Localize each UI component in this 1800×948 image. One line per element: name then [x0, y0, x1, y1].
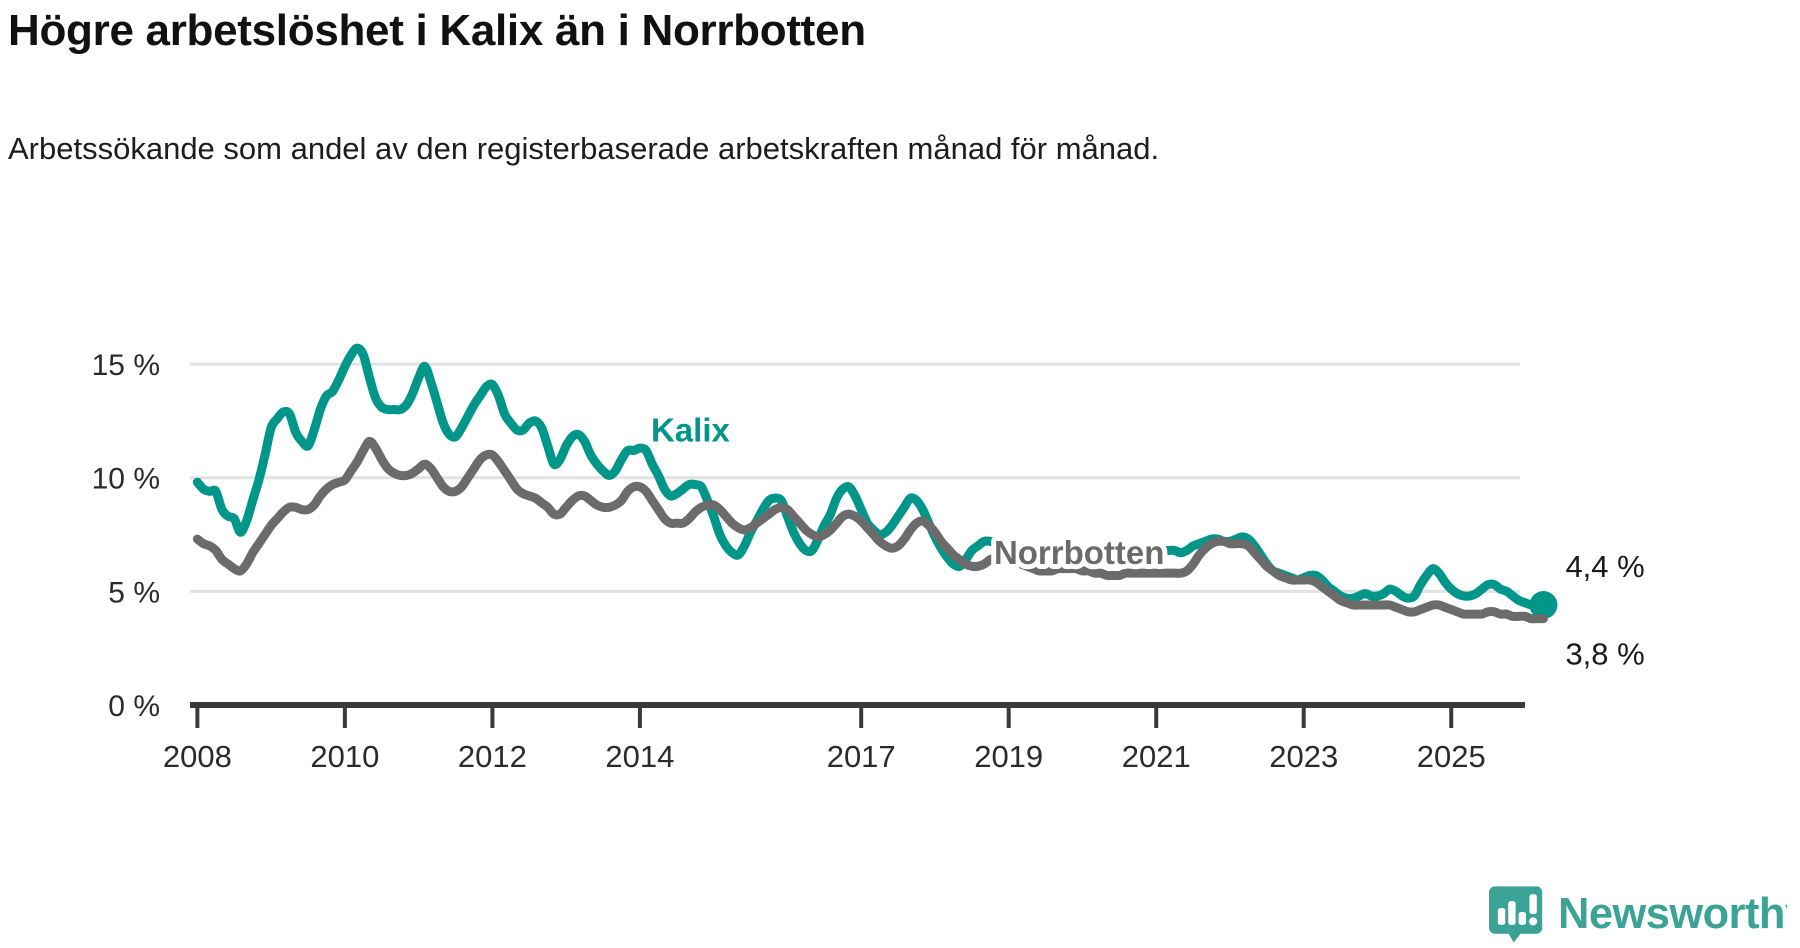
- end-value-label-kalix: 4,4 %: [1565, 549, 1644, 584]
- newsworthy-logo: Newsworthy: [1487, 884, 1787, 944]
- series-label-halo: Kalix: [651, 411, 731, 448]
- x-axis-tick-label: 2010: [310, 739, 379, 774]
- x-axis-tick-label: 2014: [605, 739, 674, 774]
- end-value-label-norrbotten: 3,8 %: [1565, 637, 1644, 672]
- x-axis-tick-label: 2008: [163, 739, 232, 774]
- page-title: Högre arbetslöshet i Kalix än i Norrbott…: [8, 6, 866, 55]
- x-axis-tick-label: 2025: [1417, 739, 1486, 774]
- series-end-value-labels: 4,4 % 3,8 %: [1565, 549, 1644, 672]
- series-lines: [192, 343, 1558, 624]
- logo-wordmark-text: Newsworthy: [1558, 890, 1787, 938]
- x-axis-tick-label: 2023: [1269, 739, 1338, 774]
- series-label-kalix: Kalix: [651, 411, 731, 448]
- x-axis-ticks: [195, 708, 1454, 728]
- x-axis-tick-label: 2021: [1122, 739, 1191, 774]
- gridlines: [190, 362, 1520, 593]
- y-axis-tick-label: 5 %: [108, 576, 160, 609]
- series-label-halo: Norrbotten: [994, 534, 1164, 571]
- x-axis-tick-label: 2019: [974, 739, 1043, 774]
- y-axis-tick-label: 10 %: [92, 463, 160, 496]
- series-end-marker-kalix: [1529, 591, 1558, 619]
- y-axis-tick-label: 15 %: [92, 349, 160, 382]
- newsworthy-bar-chart-bubble-icon: [1488, 886, 1543, 943]
- x-axis-labels: 2008 2010 2012 2014 2017 2019 2021 2023 2025: [163, 739, 1486, 774]
- y-axis-tick-label: 0 %: [108, 690, 160, 723]
- y-axis-labels: 0 % 5 % 10 % 15 %: [92, 349, 160, 723]
- series-line-norrbotten: [192, 436, 1548, 624]
- newsworthy-wordmark: Newsworthy: [1558, 890, 1787, 938]
- x-axis-tick-label: 2017: [827, 739, 896, 774]
- page-subtitle: Arbetssökande som andel av den registerb…: [8, 131, 1160, 166]
- x-axis-tick-label: 2012: [458, 739, 527, 774]
- series-label-norrbotten: Norrbotten: [994, 534, 1164, 571]
